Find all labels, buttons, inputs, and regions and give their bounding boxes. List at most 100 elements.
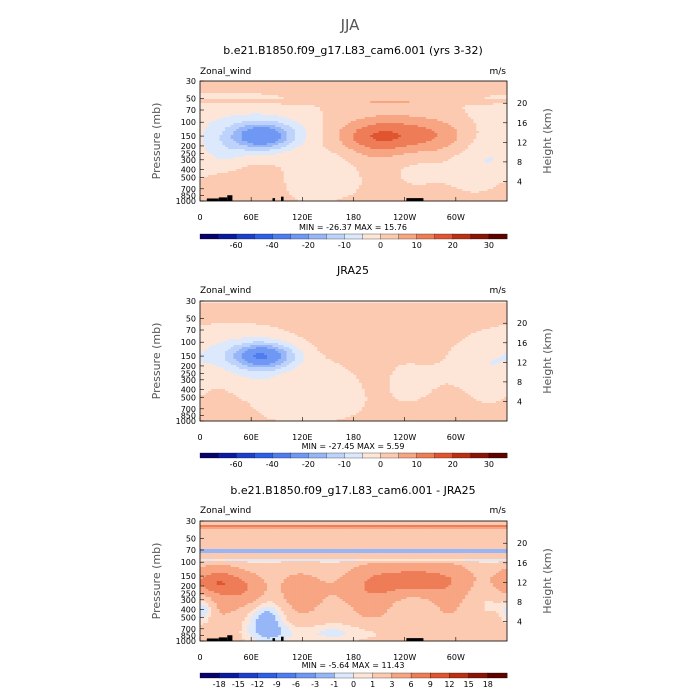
contour-cell bbox=[412, 559, 416, 562]
contour-cell bbox=[392, 103, 396, 116]
contour-cell bbox=[213, 345, 218, 366]
contour-cell bbox=[261, 95, 265, 100]
contour-cell bbox=[484, 611, 488, 642]
contour-cell bbox=[403, 529, 407, 550]
contour-cell bbox=[247, 377, 251, 404]
contour-cell bbox=[269, 301, 273, 304]
colorbar-label: -15 bbox=[232, 680, 245, 689]
contour-cell bbox=[317, 579, 321, 606]
contour-cell bbox=[297, 105, 301, 124]
contour-cell bbox=[398, 135, 402, 138]
contour-cell bbox=[278, 359, 282, 366]
contour-cell bbox=[465, 149, 469, 192]
contour-cell bbox=[373, 103, 377, 118]
panel-3-contour-plot: 3050701001502002503004005007008501000201… bbox=[150, 517, 554, 662]
contour-cell bbox=[250, 367, 254, 372]
contour-cell bbox=[361, 629, 366, 640]
contour-cell bbox=[481, 303, 486, 330]
contour-cell bbox=[200, 617, 204, 626]
contour-cell bbox=[476, 561, 480, 642]
contour-cell bbox=[255, 359, 260, 366]
contour-cell bbox=[378, 131, 382, 142]
contour-cell bbox=[280, 349, 285, 364]
contour-cell bbox=[202, 363, 206, 396]
contour-cell bbox=[381, 573, 385, 594]
contour-cell bbox=[261, 415, 265, 422]
contour-cell bbox=[255, 411, 260, 422]
contour-cell bbox=[364, 81, 368, 118]
contour-cell bbox=[417, 365, 421, 400]
contour-cell bbox=[378, 549, 382, 554]
contour-cell bbox=[375, 101, 380, 104]
contour-cell bbox=[467, 561, 472, 572]
contour-cell bbox=[272, 559, 276, 562]
contour-cell bbox=[347, 195, 352, 202]
contour-cell bbox=[403, 125, 407, 148]
pressure-tick-label: 500 bbox=[181, 613, 196, 622]
contour-cell bbox=[247, 559, 251, 562]
contour-cell bbox=[498, 527, 502, 530]
contour-cell bbox=[311, 611, 315, 628]
contour-cell bbox=[255, 165, 260, 202]
contour-cell bbox=[230, 553, 234, 560]
contour-cell bbox=[283, 625, 287, 640]
contour-cell bbox=[347, 549, 352, 554]
contour-cell bbox=[487, 611, 491, 642]
contour-cell bbox=[244, 617, 248, 642]
contour-cell bbox=[230, 339, 234, 348]
contour-cell bbox=[479, 529, 483, 550]
contour-cell bbox=[292, 301, 296, 304]
contour-cell bbox=[213, 565, 218, 574]
contour-cell bbox=[219, 553, 223, 560]
colorbar-swatch bbox=[344, 233, 363, 240]
contour-cell bbox=[437, 363, 441, 388]
longitude-tick-label: 120E bbox=[292, 653, 312, 662]
contour-cell bbox=[467, 553, 472, 560]
contour-cell bbox=[247, 563, 251, 572]
contour-cell bbox=[255, 147, 260, 152]
contour-cell bbox=[437, 149, 441, 164]
contour-cell bbox=[495, 301, 500, 304]
contour-cell bbox=[423, 185, 427, 202]
contour-cell bbox=[417, 527, 421, 530]
contour-cell bbox=[258, 127, 262, 146]
contour-cell bbox=[412, 145, 416, 154]
contour-cell bbox=[412, 563, 416, 572]
contour-cell bbox=[361, 145, 366, 156]
contour-cell bbox=[286, 301, 290, 304]
contour-cell bbox=[353, 415, 357, 422]
contour-cell bbox=[403, 301, 407, 304]
contour-cell bbox=[269, 363, 273, 368]
contour-cell bbox=[325, 563, 329, 584]
contour-cell bbox=[481, 301, 486, 304]
contour-cell bbox=[278, 529, 282, 550]
contour-cell bbox=[258, 559, 262, 562]
contour-cell bbox=[269, 343, 273, 346]
contour-cell bbox=[409, 527, 413, 530]
contour-cell bbox=[392, 301, 396, 304]
contour-cell bbox=[462, 303, 466, 340]
contour-cell bbox=[428, 301, 433, 304]
contour-cell bbox=[440, 563, 444, 576]
contour-cell bbox=[275, 153, 279, 168]
contour-cell bbox=[339, 635, 343, 642]
colorbar-swatch bbox=[326, 233, 345, 240]
contour-cell bbox=[225, 595, 229, 614]
contour-cell bbox=[308, 561, 313, 576]
contour-cell bbox=[428, 601, 433, 642]
contour-cell bbox=[211, 553, 215, 560]
contour-cell bbox=[451, 301, 455, 304]
contour-cell bbox=[347, 529, 352, 550]
contour-cell bbox=[359, 81, 363, 120]
contour-cell bbox=[266, 151, 271, 156]
contour-cell bbox=[261, 353, 265, 360]
panel-3-stats: MIN = -5.64 MAX = 11.43 bbox=[302, 661, 405, 670]
contour-cell bbox=[440, 183, 444, 202]
contour-cell bbox=[342, 549, 346, 554]
contour-cell bbox=[200, 525, 204, 528]
contour-cell bbox=[479, 549, 483, 554]
contour-cell bbox=[378, 561, 382, 564]
contour-cell bbox=[280, 373, 285, 422]
contour-cell bbox=[317, 529, 321, 550]
contour-cell bbox=[303, 575, 307, 614]
